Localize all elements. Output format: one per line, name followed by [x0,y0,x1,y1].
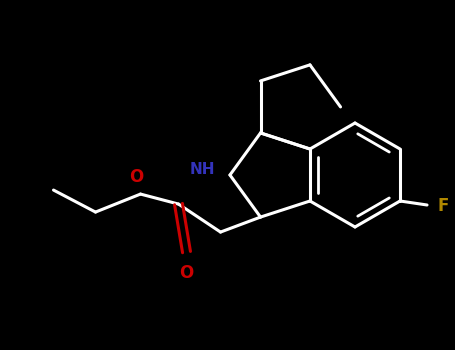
Text: O: O [129,168,144,186]
Text: F: F [437,197,449,215]
Text: O: O [179,264,194,282]
Text: NH: NH [189,162,215,177]
